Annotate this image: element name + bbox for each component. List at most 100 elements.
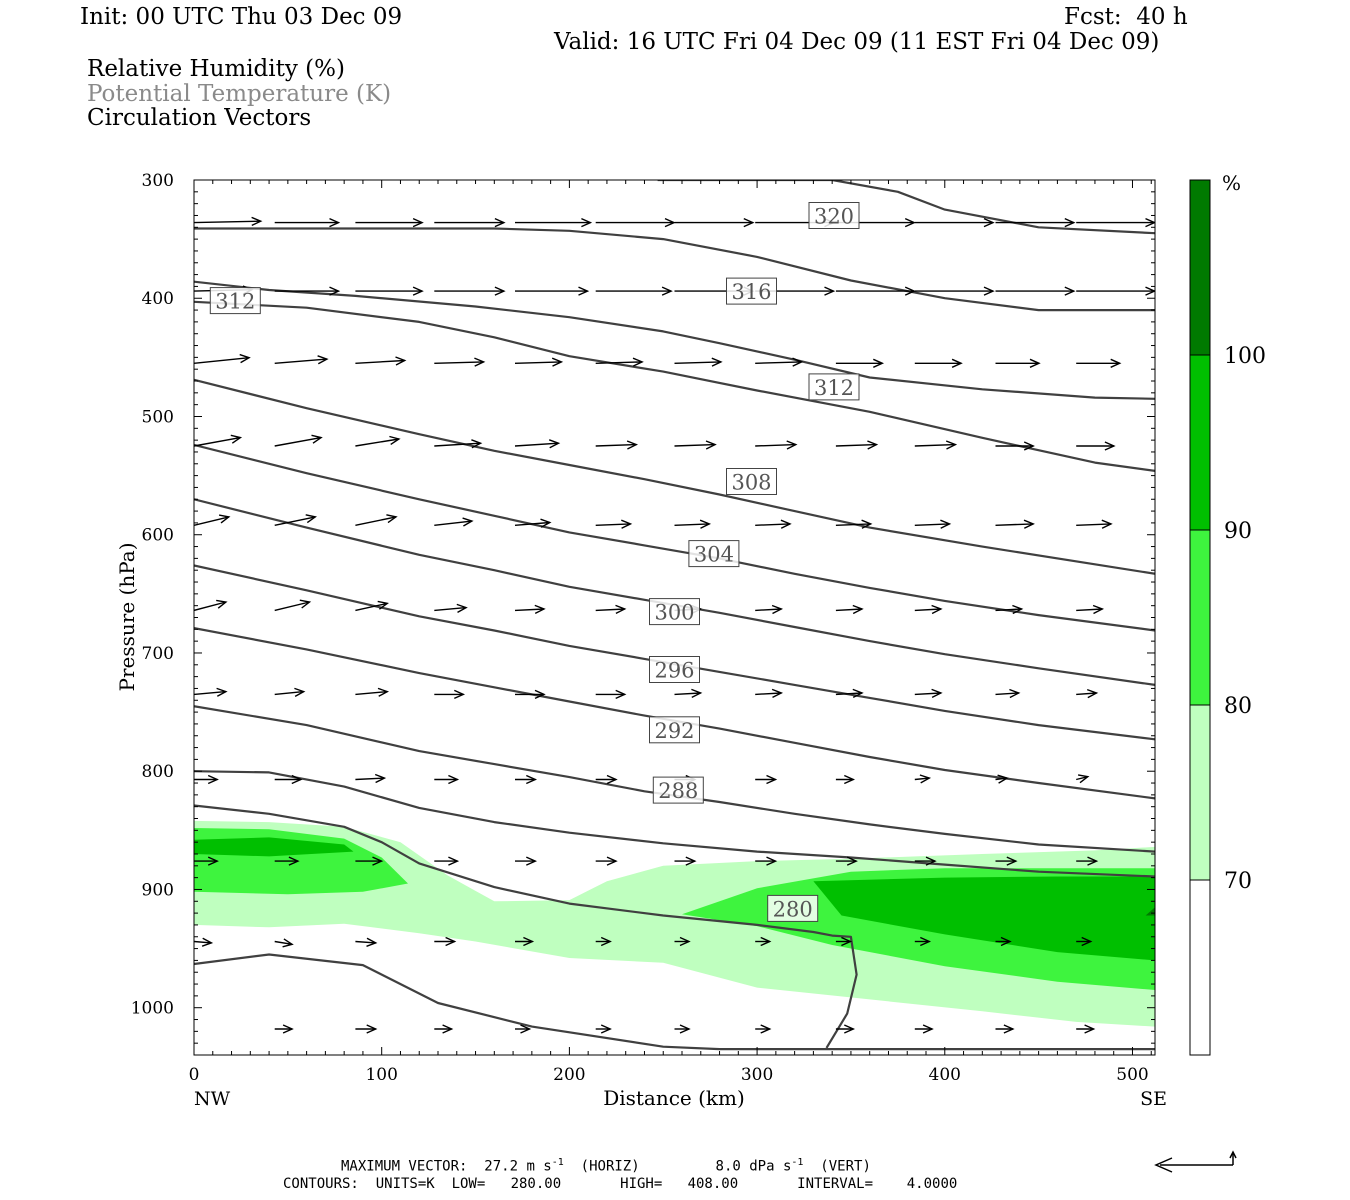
- y-tick-label: 900: [142, 880, 174, 900]
- vector-head: [454, 689, 466, 700]
- vector-head: [526, 774, 538, 785]
- contour-label: 316: [726, 277, 777, 305]
- vector-head: [291, 774, 303, 785]
- circulation-vector: [355, 773, 387, 784]
- circulation-vector: [914, 358, 963, 368]
- vector-shaft: [1076, 692, 1097, 696]
- contour-label: 288: [652, 776, 704, 804]
- vector-head: [412, 217, 424, 228]
- vector-shaft: [595, 608, 625, 612]
- vector-shaft: [434, 520, 472, 526]
- circulation-vector: [995, 217, 1076, 228]
- circulation-vector: [995, 358, 1041, 368]
- y-tick-label: 800: [142, 762, 174, 782]
- circulation-vector: [274, 856, 300, 866]
- contour-label-box: [649, 716, 700, 744]
- max-vector-note: MAXIMUM VECTOR: 27.2 m s-1 (HORIZ) 8.0 d…: [341, 1157, 871, 1175]
- vector-shaft: [274, 358, 327, 364]
- vector-head: [771, 604, 784, 615]
- circulation-vector: [595, 217, 676, 228]
- vector-head: [766, 774, 778, 785]
- axes: 300 400 500 600 700 800 900 1000 0 100 200 300 400 50…: [131, 171, 1155, 1085]
- vector-head: [780, 519, 792, 529]
- circulation-vector: [595, 689, 627, 700]
- contour-label: 308: [726, 468, 777, 495]
- circulation-vector: [914, 519, 952, 529]
- vector-head: [412, 286, 424, 296]
- circulation-vector: [355, 600, 389, 612]
- field-label-vectors: Circulation Vectors: [87, 105, 312, 131]
- contour-info: CONTOURS: UNITS=K LOW= 280.00 HIGH= 408.…: [283, 1176, 958, 1192]
- valid-time: Valid: 16 UTC Fri 04 Dec 09 (11 EST Fri …: [554, 29, 1160, 55]
- vector-head: [494, 217, 506, 228]
- vector-shaft: [1076, 776, 1088, 781]
- circulation-vector: [194, 856, 219, 866]
- vector-head: [786, 440, 798, 450]
- vector-head: [606, 856, 618, 866]
- vector-head: [294, 687, 306, 698]
- contour-label: 300: [649, 598, 700, 626]
- circulation-vector: [194, 434, 243, 447]
- circulation-vector: [995, 936, 1012, 947]
- colorbar-swatch: [1190, 705, 1210, 880]
- vector-shaft: [274, 940, 293, 945]
- x-tick-label: 100: [365, 1065, 397, 1085]
- circulation-vector: [355, 435, 401, 447]
- vector-head: [841, 936, 853, 947]
- circulation-vector: [755, 936, 772, 947]
- vector-head: [945, 440, 958, 450]
- vector-head: [852, 604, 864, 615]
- vector-shaft: [835, 608, 863, 612]
- vector-head: [760, 936, 772, 947]
- vector-shaft: [434, 361, 484, 364]
- circulation-vector: [274, 355, 329, 365]
- colorbar-swatch: [1190, 355, 1210, 530]
- vector-shaft: [194, 690, 226, 696]
- circulation-vector: [595, 856, 618, 866]
- vector-shaft: [755, 608, 782, 612]
- contour-label-text: 304: [694, 543, 734, 567]
- vector-shaft: [755, 692, 782, 696]
- vector-head: [664, 217, 676, 228]
- vector-head: [711, 357, 723, 367]
- circulation-vector: [434, 286, 506, 296]
- circulation-vector: [595, 286, 673, 296]
- circulation-vector: [355, 937, 378, 947]
- vector-head: [207, 856, 219, 866]
- circulation-vector: [835, 856, 858, 866]
- vector-head: [1081, 936, 1093, 947]
- vector-head: [1029, 358, 1041, 368]
- circulation-vector: [1076, 1024, 1096, 1034]
- vector-head: [1064, 286, 1076, 296]
- contour-label-text: 316: [731, 280, 771, 304]
- vector-head: [920, 936, 932, 947]
- circulation-vector: [995, 441, 1035, 451]
- circulation-vector: [835, 286, 916, 296]
- vector-head: [311, 434, 323, 444]
- contour-label: 296: [649, 656, 700, 683]
- circulation-vector: [595, 604, 627, 615]
- circulation-vector: [274, 286, 341, 296]
- x-end-label-left: NW: [194, 1088, 231, 1110]
- vector-head: [867, 440, 879, 450]
- circulation-vector: [515, 217, 593, 228]
- circulation-vector: [835, 688, 864, 699]
- vector-head: [600, 1024, 612, 1034]
- x-tick-label: 0: [189, 1065, 200, 1085]
- vector-head: [679, 1024, 691, 1034]
- circulation-vector: [755, 688, 784, 699]
- circulation-vector: [274, 938, 294, 948]
- circulation-vector: [355, 856, 384, 866]
- vector-shaft: [595, 361, 643, 364]
- contour-label-box: [767, 894, 819, 922]
- circulation-vector: [914, 1024, 934, 1034]
- circulation-vector: [355, 217, 424, 228]
- circulation-vector: [1076, 519, 1113, 529]
- vector-head: [578, 286, 590, 296]
- circulation-vector: [755, 357, 804, 367]
- colorbar-unit: %: [1222, 171, 1241, 195]
- contour-label-text: 312: [215, 290, 255, 314]
- circulation-vector: [434, 689, 466, 700]
- vector-head: [983, 286, 995, 296]
- vector-head: [462, 517, 474, 527]
